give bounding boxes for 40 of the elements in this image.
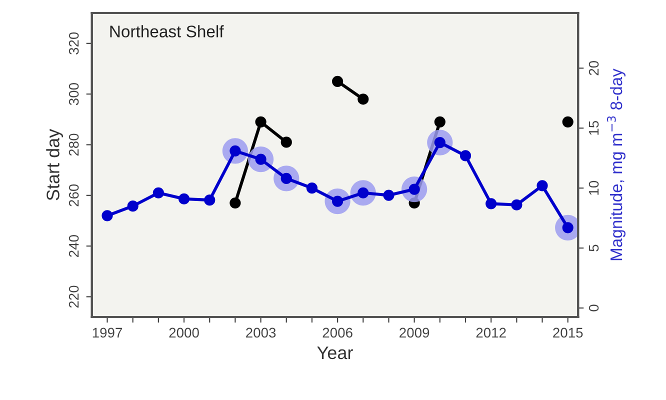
point: [511, 199, 522, 210]
point: [204, 194, 216, 206]
point: [460, 150, 472, 162]
y2-tick-label: 15: [589, 120, 599, 135]
y2-tick-label: 20: [588, 60, 599, 76]
y-tick-label: 320: [68, 32, 79, 54]
y2-tick-label: 5: [589, 244, 599, 252]
y-tick-label: 260: [68, 184, 79, 206]
point: [102, 210, 113, 222]
x-tick-label: 2000: [169, 328, 199, 338]
point: [306, 182, 318, 194]
point: [152, 187, 164, 198]
x-tick-label: 2009: [400, 328, 430, 338]
point: [178, 193, 190, 204]
x-tick-label: 2006: [322, 328, 352, 338]
point: [562, 116, 574, 128]
y-axis-title: Start day: [46, 128, 63, 200]
x-axis-title: Year: [317, 346, 353, 360]
point: [332, 76, 344, 87]
point: [230, 197, 241, 209]
annotation: Northeast Shelf: [110, 25, 224, 38]
x-tick-label: 2003: [246, 328, 276, 338]
y2-axis-title: Magnitude, mg m$^{−3}$ 8-day: [607, 68, 626, 260]
y-tick-label: 220: [68, 286, 79, 308]
x-tick-label: 2012: [476, 328, 506, 338]
point: [358, 94, 369, 105]
y-tick-label: 240: [68, 235, 79, 257]
point: [127, 200, 138, 212]
point: [280, 136, 292, 148]
point: [383, 190, 394, 201]
x-tick-label: 1997: [92, 328, 122, 338]
y2-tick-label: 0: [588, 304, 599, 312]
x-tick-label: 2015: [553, 328, 583, 338]
y-tick-label: 300: [68, 83, 79, 106]
point: [536, 180, 548, 192]
y2-tick-label: 10: [588, 180, 599, 195]
point: [255, 116, 266, 128]
y-tick-label: 280: [68, 134, 79, 156]
point: [434, 116, 446, 128]
point: [486, 198, 497, 210]
